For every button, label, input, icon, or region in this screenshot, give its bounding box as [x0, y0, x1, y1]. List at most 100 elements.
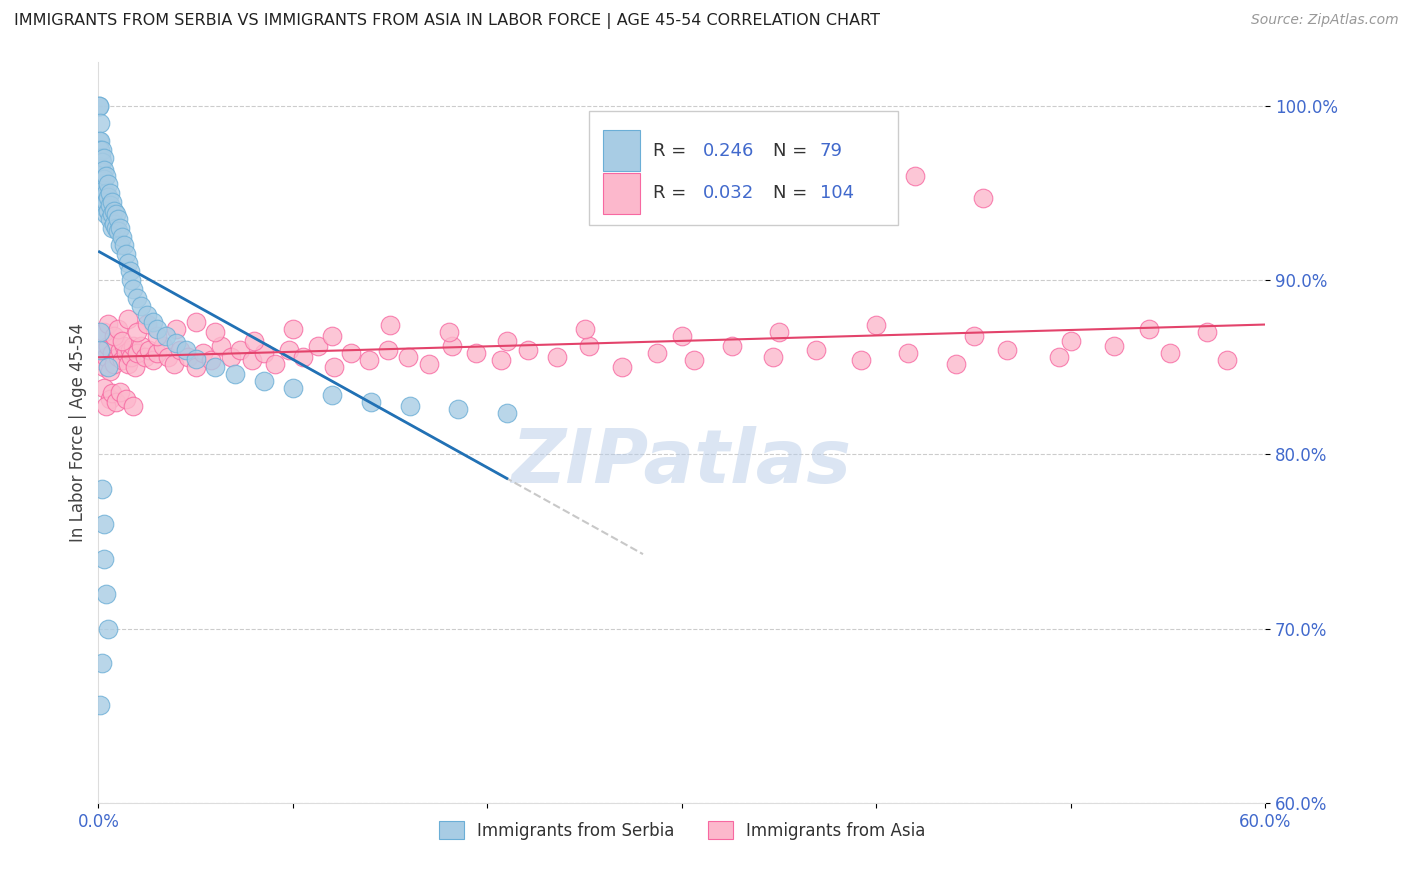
- Point: [89, 169, 111, 183]
- Y-axis label: In Labor Force | Age 45-54: In Labor Force | Age 45-54: [69, 323, 87, 542]
- Point: [90, 169, 112, 183]
- Point: [904, 169, 927, 183]
- Point: [112, 238, 135, 252]
- Point: [253, 374, 276, 388]
- Point: [103, 203, 125, 218]
- Point: [229, 343, 252, 357]
- Text: 79: 79: [820, 142, 842, 160]
- Point: [281, 322, 304, 336]
- Point: [108, 384, 131, 399]
- Point: [107, 350, 129, 364]
- Point: [447, 402, 470, 417]
- Point: [768, 326, 790, 340]
- Point: [995, 343, 1018, 357]
- Point: [396, 350, 419, 364]
- Point: [97, 189, 120, 203]
- Text: 0.032: 0.032: [703, 184, 754, 202]
- Point: [546, 350, 568, 364]
- Point: [108, 221, 131, 235]
- Point: [496, 334, 519, 348]
- Point: [118, 264, 141, 278]
- Point: [91, 143, 114, 157]
- Point: [117, 311, 139, 326]
- Point: [108, 238, 131, 252]
- Point: [142, 315, 165, 329]
- Point: [184, 351, 207, 366]
- Point: [93, 326, 115, 340]
- Point: [93, 172, 115, 186]
- Point: [1060, 334, 1083, 348]
- Point: [89, 178, 111, 192]
- Point: [93, 191, 115, 205]
- Point: [578, 339, 600, 353]
- Point: [122, 282, 145, 296]
- Point: [1159, 346, 1181, 360]
- Point: [89, 134, 111, 148]
- Point: [93, 183, 115, 197]
- Point: [129, 299, 152, 313]
- Point: [98, 186, 121, 200]
- Point: [163, 357, 186, 371]
- Point: [380, 318, 402, 333]
- Point: [134, 350, 156, 364]
- Point: [91, 189, 114, 203]
- Point: [111, 229, 134, 244]
- Point: [89, 99, 111, 113]
- Point: [671, 329, 693, 343]
- Point: [1215, 353, 1237, 368]
- Point: [101, 346, 124, 360]
- Text: ZIPatlas: ZIPatlas: [512, 425, 852, 499]
- Point: [93, 381, 115, 395]
- Point: [111, 334, 134, 348]
- Point: [89, 698, 111, 713]
- Point: [103, 329, 125, 343]
- Point: [89, 143, 111, 157]
- Point: [114, 392, 136, 406]
- Point: [165, 322, 187, 336]
- Point: [98, 392, 121, 406]
- Point: [121, 350, 143, 364]
- Point: [224, 368, 246, 382]
- Point: [291, 350, 314, 364]
- Point: [307, 339, 329, 353]
- Point: [89, 116, 111, 130]
- Point: [1102, 339, 1125, 353]
- Point: [357, 353, 380, 368]
- Legend: Immigrants from Serbia, Immigrants from Asia: Immigrants from Serbia, Immigrants from …: [432, 814, 932, 847]
- Point: [146, 346, 169, 360]
- Point: [98, 198, 121, 212]
- Point: [142, 353, 165, 368]
- Point: [124, 360, 146, 375]
- Point: [89, 353, 111, 368]
- Point: [127, 346, 149, 360]
- Point: [962, 329, 984, 343]
- Point: [122, 339, 145, 353]
- Point: [136, 317, 159, 331]
- Text: 104: 104: [820, 184, 853, 202]
- Point: [322, 360, 344, 375]
- Point: [91, 178, 114, 192]
- Point: [89, 134, 111, 148]
- Point: [90, 151, 112, 165]
- Point: [682, 353, 704, 368]
- Point: [96, 194, 118, 209]
- Point: [111, 353, 134, 368]
- Point: [321, 329, 343, 343]
- Point: [645, 346, 668, 360]
- Point: [489, 353, 512, 368]
- Point: [97, 360, 120, 375]
- Point: [91, 482, 114, 496]
- Text: N =: N =: [773, 184, 813, 202]
- Point: [146, 329, 169, 343]
- Point: [204, 360, 226, 375]
- Point: [281, 381, 304, 395]
- Point: [127, 326, 149, 340]
- Point: [117, 357, 139, 371]
- Point: [118, 343, 141, 357]
- Point: [377, 343, 399, 357]
- Point: [517, 343, 540, 357]
- FancyBboxPatch shape: [603, 130, 640, 171]
- Point: [762, 350, 785, 364]
- Point: [157, 350, 180, 364]
- Point: [253, 346, 276, 360]
